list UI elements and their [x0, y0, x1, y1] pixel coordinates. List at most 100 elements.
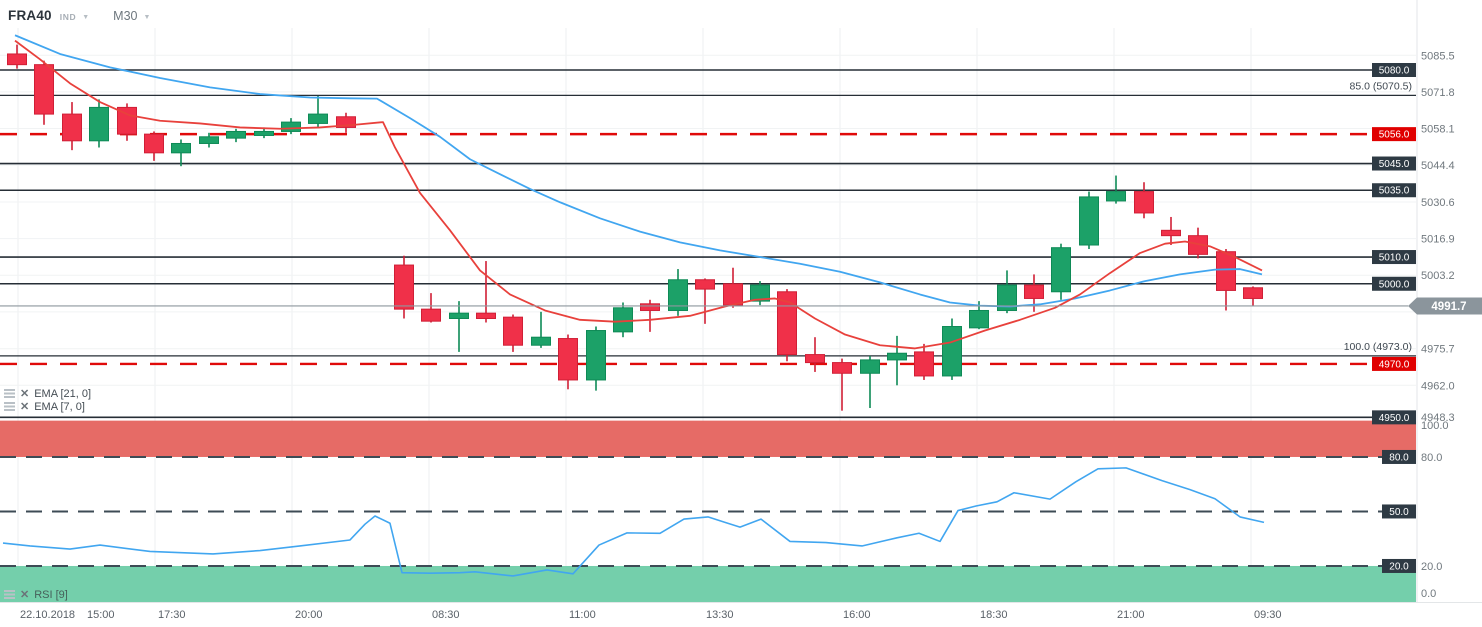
price-axis-tick: 4948.3: [1421, 412, 1455, 424]
remove-indicator-icon[interactable]: ✕: [20, 400, 30, 413]
bear-candle[interactable]: [914, 351, 934, 377]
level-price-badge[interactable]: [1372, 63, 1416, 77]
price-axis-tick: 4975.7: [1421, 344, 1455, 356]
bear-candle[interactable]: [832, 362, 852, 374]
ema21-legend: ✕ EMA [21, 0]: [4, 387, 91, 400]
bull-candle[interactable]: [586, 330, 606, 381]
fibo-level-label: 100.0 (4973.0): [1344, 341, 1412, 353]
level-badge-label: 4970.0: [1379, 359, 1410, 370]
price-axis-tick: 5085.5: [1421, 50, 1455, 62]
ema7-line[interactable]: [14, 39, 1263, 350]
x-axis-label: 16:00: [843, 609, 871, 621]
rsi-level-badge[interactable]: [1382, 504, 1416, 519]
bull-candle[interactable]: [997, 284, 1017, 311]
bull-candle[interactable]: [1051, 247, 1071, 293]
bull-candle[interactable]: [887, 352, 907, 361]
level-price-badge[interactable]: [1372, 250, 1416, 265]
bull-candle[interactable]: [281, 121, 301, 132]
bear-candle[interactable]: [503, 316, 523, 346]
current-price-badge[interactable]: [1408, 297, 1482, 315]
level-badge-label: 5000.0: [1379, 279, 1410, 290]
bear-candle[interactable]: [144, 133, 164, 154]
rsi-legend: ✕ RSI [9]: [4, 588, 68, 601]
symbol-dropdown-caret-icon[interactable]: ▼: [82, 14, 90, 21]
level-price-badge[interactable]: [1372, 183, 1416, 198]
indicator-settings-icon[interactable]: [4, 590, 15, 599]
bear-candle[interactable]: [34, 64, 54, 115]
price-axis-tick: 5030.6: [1421, 197, 1455, 209]
bear-candle[interactable]: [476, 312, 496, 319]
rsi-oversold-band: [0, 565, 1416, 603]
rsi-overbought-band: [0, 420, 1416, 457]
bear-candle[interactable]: [1024, 284, 1044, 299]
bull-candle[interactable]: [449, 312, 469, 319]
x-axis-label: 08:30: [432, 609, 460, 621]
bear-candle[interactable]: [394, 264, 414, 310]
x-axis-label: 15:00: [87, 609, 115, 621]
bear-candle[interactable]: [117, 106, 137, 135]
symbol-name[interactable]: FRA40: [8, 8, 52, 23]
bear-candle[interactable]: [1243, 287, 1263, 299]
bull-candle[interactable]: [254, 130, 274, 136]
rsi-level-badge[interactable]: [1382, 558, 1416, 573]
bull-candle[interactable]: [531, 336, 551, 346]
bear-candle[interactable]: [336, 116, 356, 128]
bear-candle[interactable]: [558, 338, 578, 381]
bear-candle[interactable]: [1216, 251, 1236, 291]
rsi-axis-tick: 20.0: [1421, 561, 1442, 573]
bull-candle[interactable]: [171, 142, 191, 154]
bear-candle[interactable]: [1134, 191, 1154, 214]
rsi-axis-tick: 100.0: [1421, 420, 1449, 432]
bull-candle[interactable]: [1079, 196, 1099, 246]
indicator-settings-icon[interactable]: [4, 389, 15, 398]
bull-candle[interactable]: [668, 279, 688, 311]
rsi-badge-label: 80.0: [1389, 452, 1409, 463]
bear-candle[interactable]: [640, 303, 660, 311]
x-axis-label: 13:30: [706, 609, 734, 621]
bear-candle[interactable]: [421, 308, 441, 322]
x-axis-label: 11:00: [569, 609, 596, 621]
rsi-line[interactable]: [2, 467, 1265, 577]
bear-candle[interactable]: [777, 291, 797, 356]
level-badge-label: 4950.0: [1379, 413, 1410, 424]
ema7-label: EMA [7, 0]: [34, 400, 85, 413]
level-badge-label: 5080.0: [1379, 66, 1410, 77]
level-price-badge[interactable]: [1372, 276, 1416, 291]
bear-candle[interactable]: [7, 53, 27, 66]
timeframe-dropdown-caret-icon[interactable]: ▼: [143, 14, 151, 21]
candles-layer[interactable]: [7, 44, 1263, 411]
bull-candle[interactable]: [226, 130, 246, 139]
bull-candle[interactable]: [969, 309, 989, 329]
timeframe-selector[interactable]: M30: [113, 9, 138, 23]
bull-candle[interactable]: [89, 106, 109, 142]
remove-indicator-icon[interactable]: ✕: [20, 588, 30, 601]
ema21-label: EMA [21, 0]: [34, 387, 92, 400]
bull-candle[interactable]: [750, 284, 770, 302]
bull-candle[interactable]: [942, 326, 962, 377]
remove-indicator-icon[interactable]: ✕: [20, 387, 30, 400]
x-axis-label: 09:30: [1254, 609, 1282, 621]
current-price-label: 4991.7: [1431, 301, 1466, 313]
alert-price-badge[interactable]: [1372, 356, 1416, 371]
bull-candle[interactable]: [1106, 191, 1126, 202]
ema21-line[interactable]: [14, 34, 1263, 308]
bear-candle[interactable]: [805, 354, 825, 364]
price-axis-tick: 5071.8: [1421, 87, 1455, 99]
bear-candle[interactable]: [1161, 229, 1181, 237]
level-price-badge[interactable]: [1372, 410, 1416, 425]
bear-candle[interactable]: [723, 283, 743, 306]
rsi-level-badge[interactable]: [1382, 449, 1416, 464]
indicator-settings-icon[interactable]: [4, 402, 15, 411]
bull-candle[interactable]: [860, 359, 880, 374]
level-badge-label: 5056.0: [1379, 130, 1410, 141]
bear-candle[interactable]: [62, 113, 82, 142]
bull-candle[interactable]: [199, 136, 219, 144]
x-axis-label: 21:00: [1117, 609, 1145, 621]
bear-candle[interactable]: [695, 279, 715, 290]
bull-candle[interactable]: [308, 113, 328, 124]
bull-candle[interactable]: [613, 307, 633, 333]
alert-price-badge[interactable]: [1372, 127, 1416, 142]
level-price-badge[interactable]: [1372, 156, 1416, 171]
price-axis-tick: 5058.1: [1421, 124, 1455, 136]
